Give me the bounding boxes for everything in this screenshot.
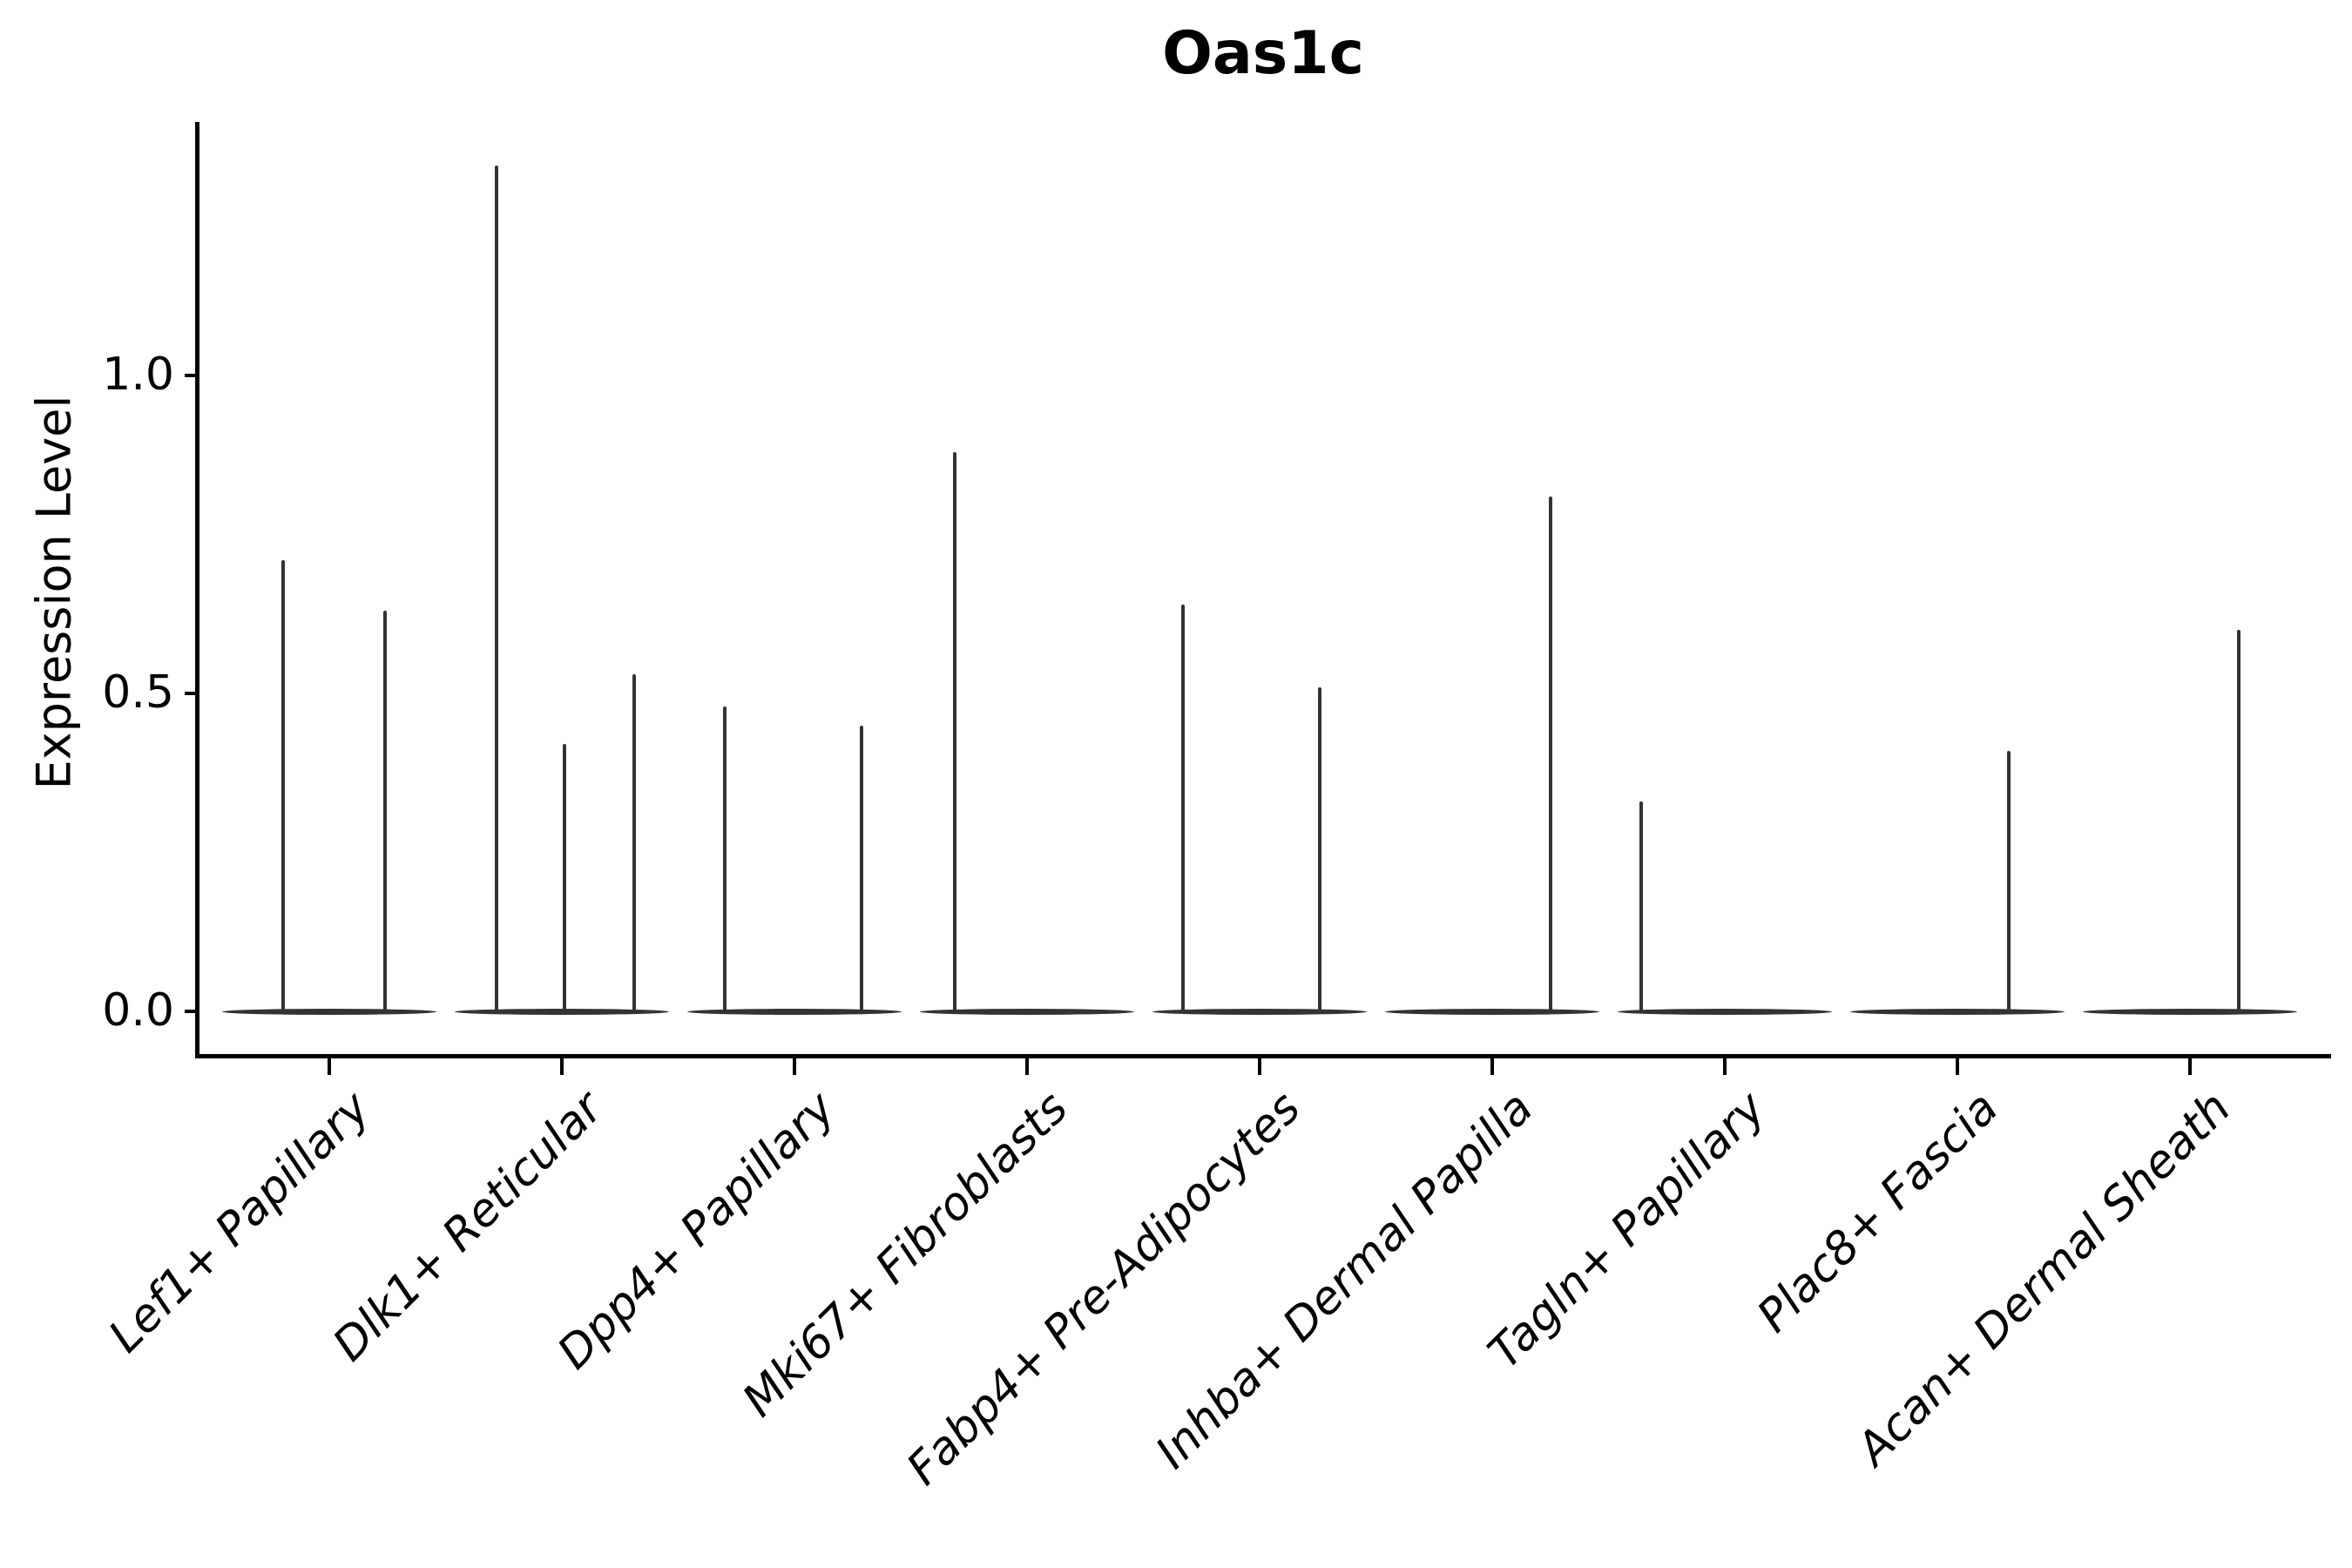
x-axis-spine (195, 1054, 2331, 1058)
y-tick (185, 1010, 197, 1013)
y-tick (185, 692, 197, 695)
x-tick-label-inhba-dermal-papilla: Inhba+ Dermal Papilla (1146, 1082, 1544, 1479)
y-tick-label: 0.0 (102, 983, 174, 1037)
violin-spike (495, 166, 499, 1011)
violin-base (1618, 1008, 1832, 1015)
x-tick-label-acan-dermal-sheath: Acan+ Dermal Sheath (1847, 1082, 2241, 1476)
y-tick (185, 374, 197, 377)
x-tick (2188, 1058, 2192, 1075)
x-tick-label-fabp4-pre-adipocytes: Fabp4+ Pre-Adipocytes (896, 1082, 1311, 1496)
violin-spike (953, 451, 957, 1011)
violin-spike (383, 611, 388, 1011)
violin-base (455, 1008, 669, 1015)
x-tick (328, 1058, 331, 1075)
violin-base (222, 1008, 436, 1015)
violin-spike (2006, 750, 2011, 1011)
violin-spike (280, 559, 285, 1011)
violin-base (1850, 1008, 2065, 1015)
x-tick (1490, 1058, 1494, 1075)
violin-spike (2237, 630, 2241, 1011)
violin-spike (1548, 496, 1552, 1011)
violin-base (2083, 1008, 2297, 1015)
x-tick (560, 1058, 564, 1075)
violin-spike (1639, 801, 1643, 1011)
x-tick (793, 1058, 796, 1075)
violin-spike (562, 744, 566, 1011)
chart-title: Oas1c (1162, 19, 1364, 88)
x-tick (1025, 1058, 1029, 1075)
violin-base (1385, 1008, 1599, 1015)
y-axis-spine (195, 122, 199, 1058)
violin-spike (1318, 686, 1322, 1011)
violin-base (687, 1008, 902, 1015)
x-tick (1956, 1058, 1959, 1075)
violin-base (1152, 1008, 1367, 1015)
violin-spike (1180, 604, 1185, 1011)
x-tick (1723, 1058, 1727, 1075)
y-tick-label: 1.0 (102, 348, 174, 401)
violin-spike (722, 706, 727, 1011)
violin-base (920, 1008, 1134, 1015)
y-axis-label: Expression Level (26, 395, 82, 790)
x-tick-label-plac8-fascia: Plac8+ Fascia (1747, 1082, 2009, 1343)
x-tick (1258, 1058, 1261, 1075)
violin-spike (860, 725, 864, 1011)
y-tick-label: 0.5 (102, 666, 174, 719)
violin-spike (632, 674, 636, 1011)
